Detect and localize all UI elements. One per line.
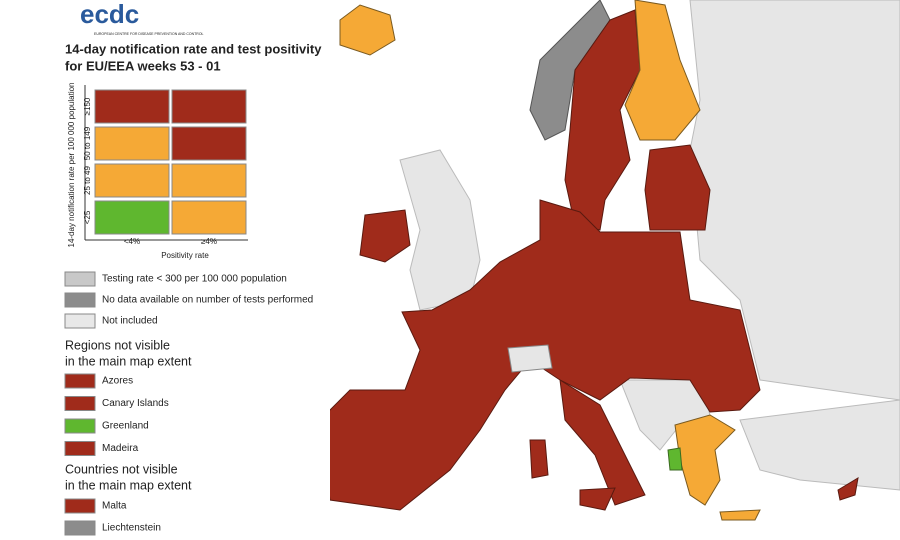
regions-heading: Regions not visible bbox=[65, 338, 170, 352]
row-label: 25 to 49 bbox=[83, 165, 92, 194]
matrix-cell bbox=[94, 163, 170, 198]
sicily bbox=[579, 487, 616, 511]
legend-label: No data available on number of tests per… bbox=[102, 295, 313, 306]
countries-heading: in the main map extent bbox=[65, 478, 192, 492]
row-label: ≥150 bbox=[83, 97, 92, 115]
legend-panel bbox=[0, 0, 330, 540]
country-label: Malta bbox=[102, 501, 127, 512]
x-axis-label: Positivity rate bbox=[161, 251, 209, 260]
legend-swatch bbox=[64, 313, 96, 329]
region-swatch bbox=[64, 373, 96, 389]
italy bbox=[559, 379, 646, 506]
crete bbox=[719, 509, 761, 521]
ireland bbox=[359, 209, 411, 263]
finland bbox=[624, 0, 701, 141]
matrix-cell bbox=[171, 126, 247, 161]
greece bbox=[674, 414, 736, 506]
legend-items: ≥150 50 to 149 25 to 49 <25 <4% ≥4% Testing ra… bbox=[64, 89, 313, 536]
logo-subtitle: EUROPEAN CENTRE FOR DISEASE PREVENTION A… bbox=[94, 32, 204, 36]
legend-label: Testing rate < 300 per 100 000 populatio… bbox=[102, 274, 287, 285]
country-swatch bbox=[64, 498, 96, 514]
legend-swatch bbox=[64, 271, 96, 287]
country-swatch bbox=[64, 520, 96, 536]
baltics bbox=[644, 144, 711, 231]
column-label: ≥4% bbox=[201, 237, 217, 246]
region-swatch bbox=[64, 441, 96, 456]
logo: ecdc bbox=[80, 0, 139, 29]
matrix-cell bbox=[171, 163, 247, 198]
legend-swatch bbox=[64, 292, 96, 308]
region-swatch bbox=[64, 418, 96, 434]
y-axis-label: 14-day notification rate per 100 000 pop… bbox=[67, 82, 76, 247]
map bbox=[319, 0, 900, 540]
legend-label: Not included bbox=[102, 316, 158, 327]
region-label: Azores bbox=[102, 376, 133, 387]
non-eu-east bbox=[689, 0, 900, 401]
row-label: 50 to 149 bbox=[83, 126, 92, 160]
country-label: Liechtenstein bbox=[102, 523, 161, 534]
sardinia bbox=[529, 439, 549, 479]
matrix-cell bbox=[94, 89, 170, 124]
matrix-cell bbox=[171, 200, 247, 235]
column-label: <4% bbox=[124, 237, 140, 246]
greece-region bbox=[667, 447, 683, 471]
region-label: Canary Islands bbox=[102, 398, 169, 409]
cyprus bbox=[837, 477, 859, 501]
region-label: Madeira bbox=[102, 443, 139, 454]
row-label: <25 bbox=[83, 210, 92, 224]
switzerland bbox=[507, 344, 553, 373]
countries-heading: Countries not visible bbox=[65, 462, 178, 476]
matrix-cell bbox=[171, 89, 247, 124]
matrix-cell bbox=[94, 126, 170, 161]
matrix-cell bbox=[94, 200, 170, 235]
iceland bbox=[339, 4, 396, 56]
region-label: Greenland bbox=[102, 421, 149, 432]
region-swatch bbox=[64, 396, 96, 411]
regions-heading: in the main map extent bbox=[65, 354, 192, 368]
title: for EU/EEA weeks 53 - 01 bbox=[65, 58, 221, 73]
title: 14-day notification rate and test positi… bbox=[65, 41, 322, 56]
